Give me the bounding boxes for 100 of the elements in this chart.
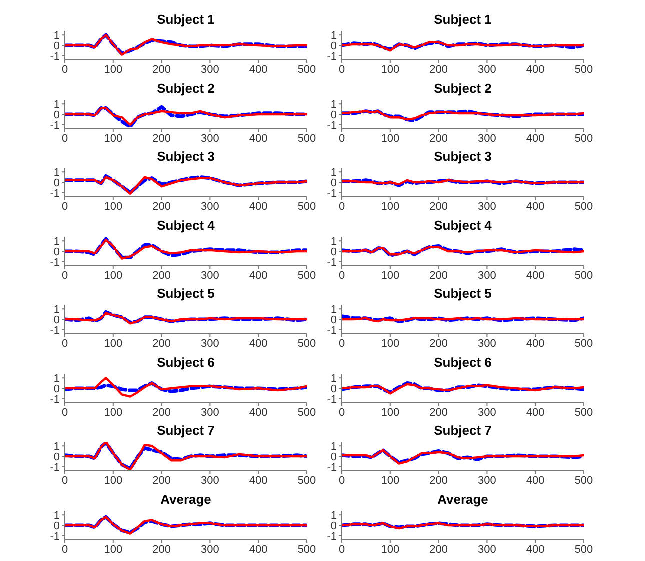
y-tick-label: -1 <box>327 462 337 474</box>
x-tick-label: 100 <box>381 338 400 350</box>
x-tick-label: 500 <box>298 474 316 487</box>
chart-title: Subject 4 <box>433 218 493 234</box>
y-tick-label: 1 <box>54 98 60 111</box>
chart-title: Subject 3 <box>156 149 216 165</box>
x-tick-label: 0 <box>62 338 68 350</box>
x-tick-label: 0 <box>62 474 68 487</box>
y-tick-label: 0 <box>54 246 60 258</box>
y-tick-label: 0 <box>54 108 60 121</box>
x-tick-label: 200 <box>430 132 448 144</box>
chart-title: Subject 6 <box>433 354 493 370</box>
x-tick-label: 400 <box>526 64 545 76</box>
x-tick-label: 200 <box>152 200 171 213</box>
x-tick-label: 500 <box>574 269 594 282</box>
x-tick-label: 0 <box>338 474 346 487</box>
y-tick-label: 1 <box>54 372 60 385</box>
x-tick-label: 400 <box>526 132 545 144</box>
x-tick-label: 300 <box>478 406 496 418</box>
y-tick-label: -1 <box>327 324 337 337</box>
x-tick-label: 0 <box>338 543 346 556</box>
x-tick-label: 400 <box>526 543 545 556</box>
chart-title: Subject 1 <box>156 12 216 28</box>
x-tick-label: 300 <box>201 64 220 76</box>
x-tick-label: 0 <box>62 132 68 144</box>
x-tick-label: 300 <box>478 543 496 556</box>
x-tick-label: 300 <box>201 406 220 418</box>
x-tick-label: 400 <box>249 132 268 144</box>
x-tick-label: 200 <box>430 406 448 418</box>
chart-title: Average <box>160 492 212 508</box>
chart-title: Subject 7 <box>156 423 216 439</box>
x-tick-label: 0 <box>338 406 346 418</box>
x-tick-label: 500 <box>574 64 594 76</box>
x-tick-label: 200 <box>152 406 171 418</box>
y-tick-label: 1 <box>54 304 60 316</box>
chart-title: Subject 4 <box>156 218 216 234</box>
x-tick-label: 200 <box>430 543 448 556</box>
x-tick-label: 300 <box>201 543 220 556</box>
y-tick-label: -1 <box>50 50 60 63</box>
y-tick-label: -1 <box>50 256 60 268</box>
y-tick-label: 0 <box>330 108 337 121</box>
x-tick-label: 100 <box>104 64 123 76</box>
x-tick-label: 300 <box>478 474 496 487</box>
x-tick-label: 0 <box>62 64 68 76</box>
x-tick-label: 100 <box>104 406 123 418</box>
y-tick-label: 1 <box>330 441 337 454</box>
y-tick-label: -1 <box>50 324 60 337</box>
x-tick-label: 300 <box>201 200 220 213</box>
x-tick-label: 500 <box>298 269 316 282</box>
y-tick-label: -1 <box>327 188 337 200</box>
x-tick-label: 500 <box>574 406 594 418</box>
x-tick-label: 300 <box>478 269 496 282</box>
x-tick-label: 100 <box>381 474 400 487</box>
x-tick-label: 100 <box>381 543 400 556</box>
chart-title: Subject 7 <box>433 423 493 439</box>
x-tick-label: 200 <box>152 338 171 350</box>
x-tick-label: 300 <box>478 64 496 76</box>
x-tick-label: 0 <box>62 200 68 213</box>
x-tick-label: 100 <box>381 406 400 418</box>
x-tick-label: 100 <box>381 132 400 144</box>
y-tick-label: 0 <box>330 246 337 258</box>
x-tick-label: 0 <box>338 132 346 144</box>
x-tick-label: 100 <box>104 132 123 144</box>
chart-title: Average <box>436 492 490 508</box>
chart-title: Subject 1 <box>433 12 493 28</box>
x-tick-label: 200 <box>152 132 171 144</box>
x-tick-label: 100 <box>381 64 400 76</box>
x-tick-label: 400 <box>249 64 268 76</box>
y-tick-label: -1 <box>327 119 337 132</box>
x-tick-label: 500 <box>298 406 316 418</box>
x-tick-label: 500 <box>574 132 594 144</box>
y-tick-label: 0 <box>54 314 60 326</box>
chart-title: Subject 6 <box>156 354 216 370</box>
y-tick-label: -1 <box>50 530 60 542</box>
x-tick-label: 100 <box>104 269 123 282</box>
y-tick-label: 0 <box>54 382 60 395</box>
x-tick-label: 300 <box>478 200 496 213</box>
x-tick-label: 0 <box>62 543 68 556</box>
y-tick-label: 0 <box>330 520 337 532</box>
x-tick-label: 400 <box>526 338 545 350</box>
x-tick-label: 200 <box>430 269 448 282</box>
x-tick-label: 300 <box>201 338 220 350</box>
y-tick-label: 1 <box>54 236 60 248</box>
x-tick-label: 400 <box>249 406 268 418</box>
x-tick-label: 300 <box>478 132 496 144</box>
x-tick-label: 200 <box>430 474 448 487</box>
x-tick-label: 500 <box>298 64 316 76</box>
y-tick-label: 1 <box>54 167 60 180</box>
x-tick-label: 500 <box>574 543 594 556</box>
chart-title: Subject 5 <box>156 286 216 302</box>
y-tick-label: -1 <box>327 530 337 542</box>
y-tick-label: -1 <box>50 188 60 200</box>
x-tick-label: 500 <box>574 338 594 350</box>
y-tick-label: 0 <box>330 177 337 190</box>
y-tick-label: 0 <box>330 382 337 395</box>
x-tick-label: 400 <box>526 474 545 487</box>
x-tick-label: 200 <box>152 543 171 556</box>
x-tick-label: 200 <box>152 269 171 282</box>
x-tick-label: 400 <box>526 269 545 282</box>
x-tick-label: 0 <box>338 269 346 282</box>
